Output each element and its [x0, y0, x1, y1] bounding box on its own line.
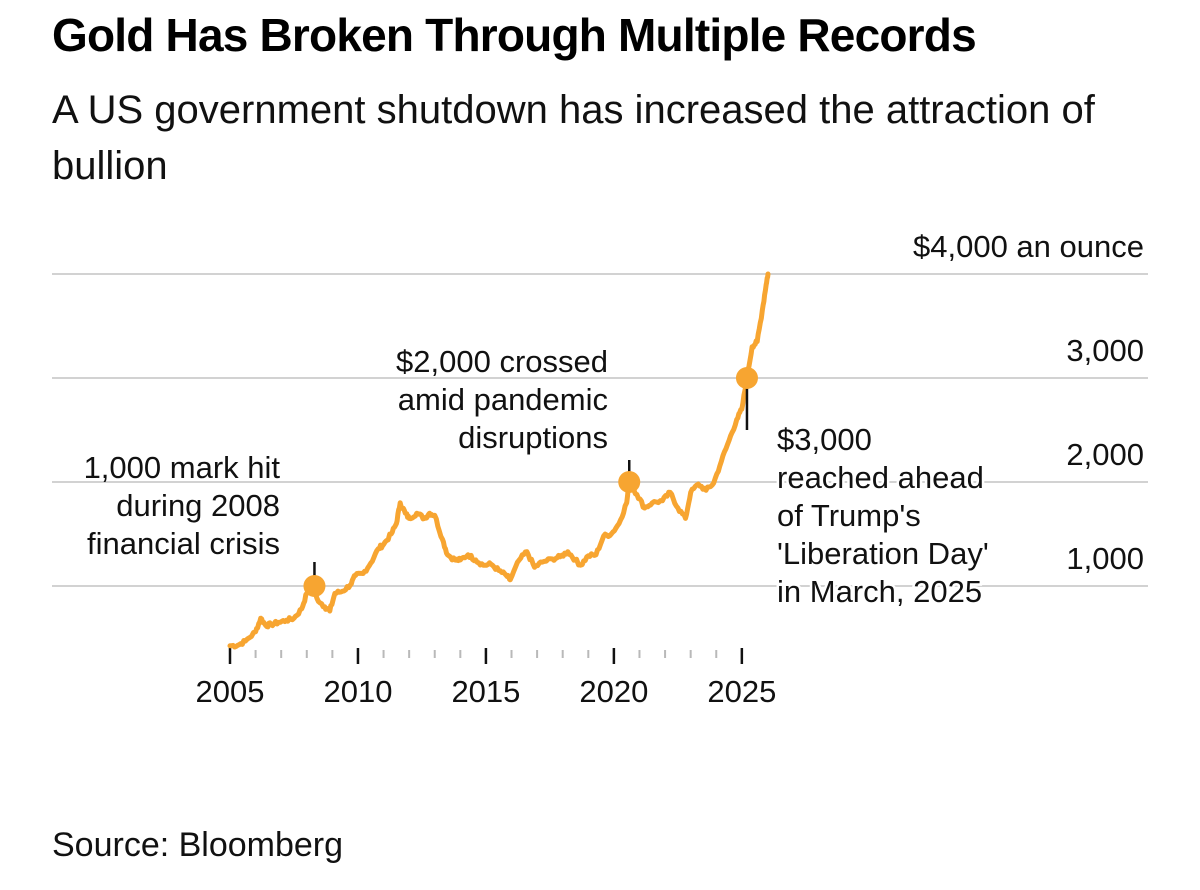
annotation-text-line: $2,000 crossed [396, 344, 608, 379]
annotation-text-line: amid pandemic [398, 382, 608, 417]
tick-labels: $4,000 an ounce 3,000 2,000 1,000 2005 2010 20… [196, 229, 1144, 709]
x-tick-label: 2020 [579, 674, 648, 709]
x-tick-label: 2025 [707, 674, 776, 709]
gold-price-series-line [227, 271, 771, 650]
price-line-layer [227, 271, 771, 650]
gridlines [52, 273, 1148, 587]
annotation-text-line: during 2008 [116, 488, 280, 523]
y-tick-label: 1,000 [1066, 541, 1144, 576]
highlight-point-2000 [618, 471, 641, 493]
highlight-point-3000 [735, 367, 758, 389]
x-tick-label: 2005 [196, 674, 265, 709]
y-tick-label: 3,000 [1066, 333, 1144, 368]
y-tick-label: $4,000 an ounce [913, 229, 1144, 264]
annotation-text-line: disruptions [458, 420, 608, 455]
annotation-text-line: in March, 2025 [777, 574, 982, 609]
annotation-text-line: $3,000 [777, 422, 872, 457]
annotation-text-line: reached ahead [777, 460, 984, 495]
y-tick-label: 2,000 [1066, 437, 1144, 472]
annotation-text-line: 'Liberation Day' [777, 536, 989, 571]
chart-subtitle: A US government shutdown has increased t… [52, 88, 1095, 188]
annotation-text-line: 1,000 mark hit [84, 450, 281, 485]
x-tick-label: 2015 [451, 674, 520, 709]
annotation-markers [303, 367, 758, 597]
chart-title: Gold Has Broken Through Multiple Records [52, 9, 977, 61]
gold-price-chart: $4,000 an ounce 3,000 2,000 1,000 2005 2010 20… [52, 229, 1148, 709]
highlight-point-1000 [303, 575, 326, 597]
annotation-text-line: financial crisis [87, 526, 280, 561]
annotation-text-line: of Trump's [777, 498, 921, 533]
x-tick-label: 2010 [323, 674, 392, 709]
x-axis [228, 648, 744, 664]
source-note: Source: Bloomberg [52, 826, 344, 864]
